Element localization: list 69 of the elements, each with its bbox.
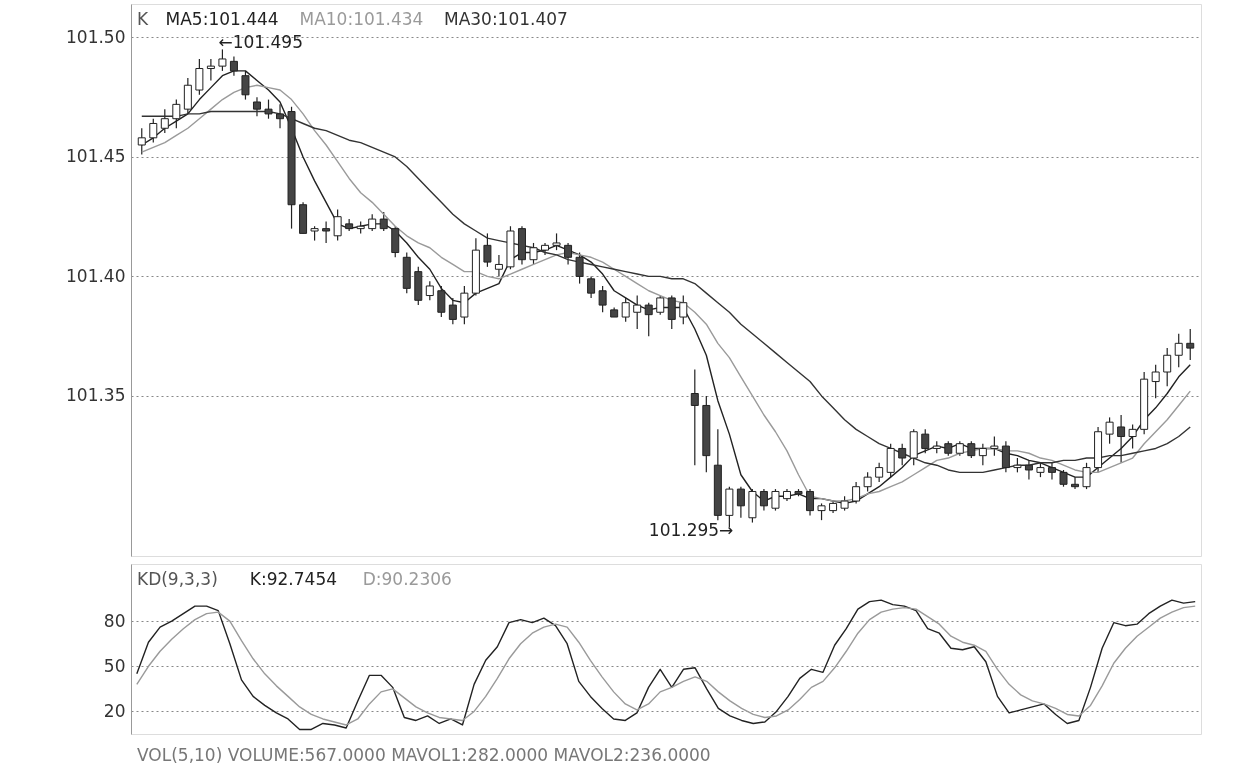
candlestick <box>863 471 872 493</box>
candlestick <box>460 285 469 325</box>
candlestick <box>1174 333 1183 368</box>
candlestick <box>667 294 676 330</box>
candlestick <box>886 443 895 478</box>
candlestick <box>391 225 400 258</box>
candlestick <box>379 211 388 232</box>
candlestick <box>333 208 342 242</box>
y-tick-label: 20 <box>103 700 126 721</box>
candlestick <box>1105 416 1114 445</box>
candlestick <box>736 486 745 519</box>
candlestick <box>621 297 630 323</box>
candlestick <box>598 285 607 313</box>
candlestick <box>690 369 699 466</box>
candlestick <box>218 48 227 72</box>
candlestick <box>1024 459 1033 481</box>
candlestick <box>172 98 181 129</box>
candlestick <box>149 118 158 144</box>
y-tick-label: 80 <box>103 610 126 631</box>
chart-title: K <box>137 9 149 29</box>
candlestick <box>587 275 596 299</box>
candlestick <box>1071 476 1080 490</box>
y-tick-label: 101.45 <box>66 146 126 167</box>
candlestick <box>195 58 204 96</box>
candlestick <box>1186 328 1195 361</box>
candlestick <box>1001 440 1010 473</box>
candlestick <box>679 294 688 325</box>
candlestick <box>656 294 665 316</box>
candlestick <box>437 285 446 318</box>
candlestick <box>183 77 192 115</box>
candlestick <box>898 443 907 466</box>
candlestick <box>264 98 273 120</box>
y-tick-label: 101.40 <box>66 265 126 286</box>
candlestick <box>1082 462 1091 490</box>
text: MA5:101.444 <box>165 9 279 29</box>
text: MA10:101.434 <box>299 9 424 29</box>
text: VOL(5,10) VOLUME:567.0000 MAVOL1:282.0000 MAVOL2:236.0000 <box>137 745 711 765</box>
candlestick <box>1128 423 1137 450</box>
annotation: 101.295→ <box>648 520 734 541</box>
y-tick-label: 101.50 <box>66 26 126 47</box>
candlestick <box>322 220 331 244</box>
chart-title: KD(9,3,3) <box>137 569 218 589</box>
candlestick <box>990 435 999 457</box>
candlestick <box>1163 347 1172 387</box>
candlestick <box>921 428 930 454</box>
candlestick <box>425 280 434 301</box>
candlestick <box>575 251 584 285</box>
candlestick <box>875 462 884 483</box>
candlestick <box>529 242 538 266</box>
y-tick-label: 101.35 <box>66 385 126 406</box>
candlestick <box>644 302 653 337</box>
candlestick <box>1047 462 1056 481</box>
candlestick <box>978 443 987 466</box>
candlestick <box>1117 414 1126 464</box>
y-tick-label: 50 <box>103 655 126 676</box>
candlestick <box>448 297 457 325</box>
candlestick <box>494 254 503 278</box>
text: MA30:101.407 <box>443 9 568 29</box>
annotation: ←101.495 <box>218 32 303 53</box>
candlestick <box>633 294 642 330</box>
candlestick <box>206 58 215 82</box>
candlestick <box>483 232 492 268</box>
candlestick <box>252 96 261 117</box>
candlestick <box>1151 364 1160 399</box>
text: D:90.2306 <box>362 569 452 589</box>
text: K:92.7454 <box>249 569 338 589</box>
candlestick <box>160 108 169 134</box>
candlestick <box>564 242 573 266</box>
candlestick <box>276 103 285 129</box>
